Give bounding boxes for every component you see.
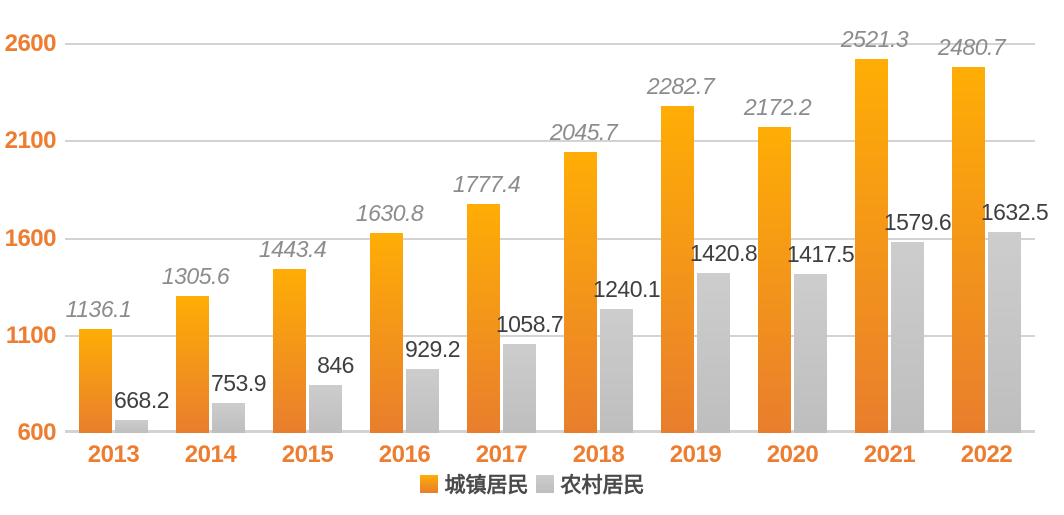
bar-group-2015: 1443.4 846 <box>259 44 356 433</box>
gridline-1100 <box>65 334 1035 337</box>
rural-value-label-2021: 1579.6 <box>883 209 952 236</box>
rural-bar-2015 <box>309 385 342 433</box>
x-tick-label-2014: 2014 <box>184 441 237 468</box>
rural-value-label-2017: 1058.7 <box>495 310 564 337</box>
bar-group-2019: 2282.7 1420.8 <box>646 44 758 433</box>
urban-value-label-2017: 1777.4 <box>452 171 521 197</box>
y-tick-label-600: 600 <box>17 419 56 446</box>
x-tick-label-2020: 2020 <box>766 441 819 468</box>
legend-item-rural: 农村居民 <box>535 469 645 499</box>
y-tick-label-1100: 1100 <box>5 321 57 349</box>
bar-group-2014: 1305.6 753.9 <box>161 44 267 433</box>
y-axis: 600 1100 1600 2100 2600 <box>0 32 57 445</box>
gridline-600 <box>65 430 1035 433</box>
urban-value-label-2015: 1443.4 <box>258 235 327 262</box>
x-tick-label-2019: 2019 <box>669 441 722 468</box>
urban-bar-2020 <box>758 127 791 433</box>
urban-bar-2016 <box>370 232 403 433</box>
x-tick-label-2018: 2018 <box>572 441 625 468</box>
urban-value-label-2014: 1305.6 <box>161 262 230 289</box>
urban-bar-2015 <box>273 268 306 433</box>
plot-area: 1136.1 668.2 1305.6 753.9 1443.4 846 1630.8 929… <box>65 28 1049 433</box>
rural-bar-2017 <box>503 343 536 433</box>
urban-value-label-2019: 2282.7 <box>646 72 715 99</box>
gridline-2600 <box>65 43 1035 45</box>
rural-value-label-2019: 1420.8 <box>689 240 758 267</box>
urban-bar-2022 <box>952 67 985 433</box>
urban-bar-2018 <box>564 151 597 433</box>
rural-bar-2019 <box>697 273 730 433</box>
x-axis: 2013 2014 2015 2016 2017 2018 2019 2020 2021 2022 <box>65 441 1035 469</box>
rural-value-label-2013: 668.2 <box>113 386 170 413</box>
rural-value-label-2020: 1417.5 <box>786 241 855 267</box>
x-tick-label-2016: 2016 <box>378 441 431 468</box>
rural-bar-2013 <box>115 419 148 433</box>
urban-value-label-2020: 2172.2 <box>743 94 812 121</box>
rural-value-label-2018: 1240.1 <box>592 275 661 302</box>
urban-bar-2021 <box>855 59 888 433</box>
urban-value-label-2021: 2521.3 <box>840 26 909 53</box>
rural-value-label-2016: 929.2 <box>404 335 461 362</box>
bar-group-2018: 2045.7 1240.1 <box>549 44 661 433</box>
rural-swatch-icon <box>535 475 554 493</box>
legend-label-rural: 农村居民 <box>560 474 645 497</box>
gridline-1600 <box>65 237 1035 240</box>
x-tick-label-2015: 2015 <box>281 441 334 468</box>
bar-group-2017: 1777.4 1058.7 <box>452 44 564 433</box>
legend-item-urban: 城镇居民 <box>419 469 529 499</box>
rural-bar-2021 <box>891 242 924 433</box>
y-tick-label-2100: 2100 <box>4 127 57 155</box>
rural-bar-2018 <box>600 308 633 433</box>
urban-bar-2019 <box>661 105 694 433</box>
y-tick-label-2600: 2600 <box>4 30 57 57</box>
urban-value-label-2022: 2480.7 <box>937 34 1006 61</box>
urban-bar-2017 <box>467 204 500 433</box>
rural-bar-2022 <box>988 232 1021 433</box>
rural-value-label-2014: 753.9 <box>210 370 267 397</box>
rural-bar-2014 <box>212 403 245 433</box>
gridline-2100 <box>65 140 1035 143</box>
x-tick-label-2013: 2013 <box>87 441 140 468</box>
urban-value-label-2018: 2045.7 <box>549 118 618 145</box>
y-tick-label-1600: 1600 <box>4 224 57 252</box>
rural-bar-2020 <box>794 274 827 433</box>
rural-value-label-2022: 1632.5 <box>980 199 1049 226</box>
x-tick-label-2021: 2021 <box>863 441 916 468</box>
bar-group-2016: 1630.8 929.2 <box>355 44 461 433</box>
urban-bar-2013 <box>79 328 112 433</box>
legend-label-urban: 城镇居民 <box>444 474 529 497</box>
bar-group-2022: 2480.7 1632.5 <box>938 36 1049 433</box>
urban-value-label-2013: 1136.1 <box>65 295 132 322</box>
urban-swatch-icon <box>419 475 438 493</box>
rural-bar-2016 <box>406 368 439 433</box>
bar-group-2021: 2521.3 1579.6 <box>841 28 952 433</box>
bar-group-2013: 1136.1 668.2 <box>65 44 170 433</box>
x-tick-label-2022: 2022 <box>960 441 1013 468</box>
urban-value-label-2016: 1630.8 <box>355 199 424 226</box>
urban-bar-2014 <box>176 295 209 433</box>
bar-group-2020: 2172.2 1417.5 <box>743 44 855 433</box>
x-tick-label-2017: 2017 <box>475 441 528 468</box>
rural-value-label-2015: 846 <box>317 352 354 379</box>
legend: 城镇居民 农村居民 <box>0 471 1064 497</box>
